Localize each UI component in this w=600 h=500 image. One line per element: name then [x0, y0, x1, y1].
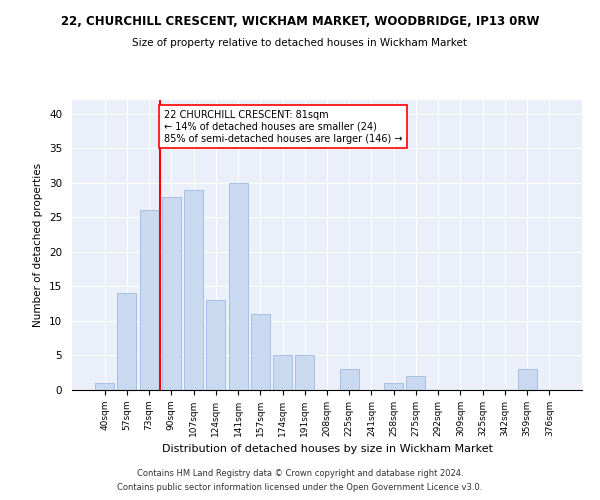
- X-axis label: Distribution of detached houses by size in Wickham Market: Distribution of detached houses by size …: [161, 444, 493, 454]
- Bar: [295, 356, 314, 390]
- Text: Contains public sector information licensed under the Open Government Licence v3: Contains public sector information licen…: [118, 484, 482, 492]
- Bar: [229, 183, 248, 390]
- Bar: [95, 383, 114, 390]
- Bar: [184, 190, 203, 390]
- Text: Size of property relative to detached houses in Wickham Market: Size of property relative to detached ho…: [133, 38, 467, 48]
- Bar: [162, 196, 181, 390]
- Bar: [340, 370, 359, 390]
- Bar: [118, 294, 136, 390]
- Bar: [273, 356, 292, 390]
- Y-axis label: Number of detached properties: Number of detached properties: [34, 163, 43, 327]
- Text: 22, CHURCHILL CRESCENT, WICKHAM MARKET, WOODBRIDGE, IP13 0RW: 22, CHURCHILL CRESCENT, WICKHAM MARKET, …: [61, 15, 539, 28]
- Bar: [384, 383, 403, 390]
- Bar: [140, 210, 158, 390]
- Bar: [406, 376, 425, 390]
- Bar: [518, 370, 536, 390]
- Text: 22 CHURCHILL CRESCENT: 81sqm
← 14% of detached houses are smaller (24)
85% of se: 22 CHURCHILL CRESCENT: 81sqm ← 14% of de…: [164, 110, 402, 144]
- Bar: [251, 314, 270, 390]
- Bar: [206, 300, 225, 390]
- Text: Contains HM Land Registry data © Crown copyright and database right 2024.: Contains HM Land Registry data © Crown c…: [137, 468, 463, 477]
